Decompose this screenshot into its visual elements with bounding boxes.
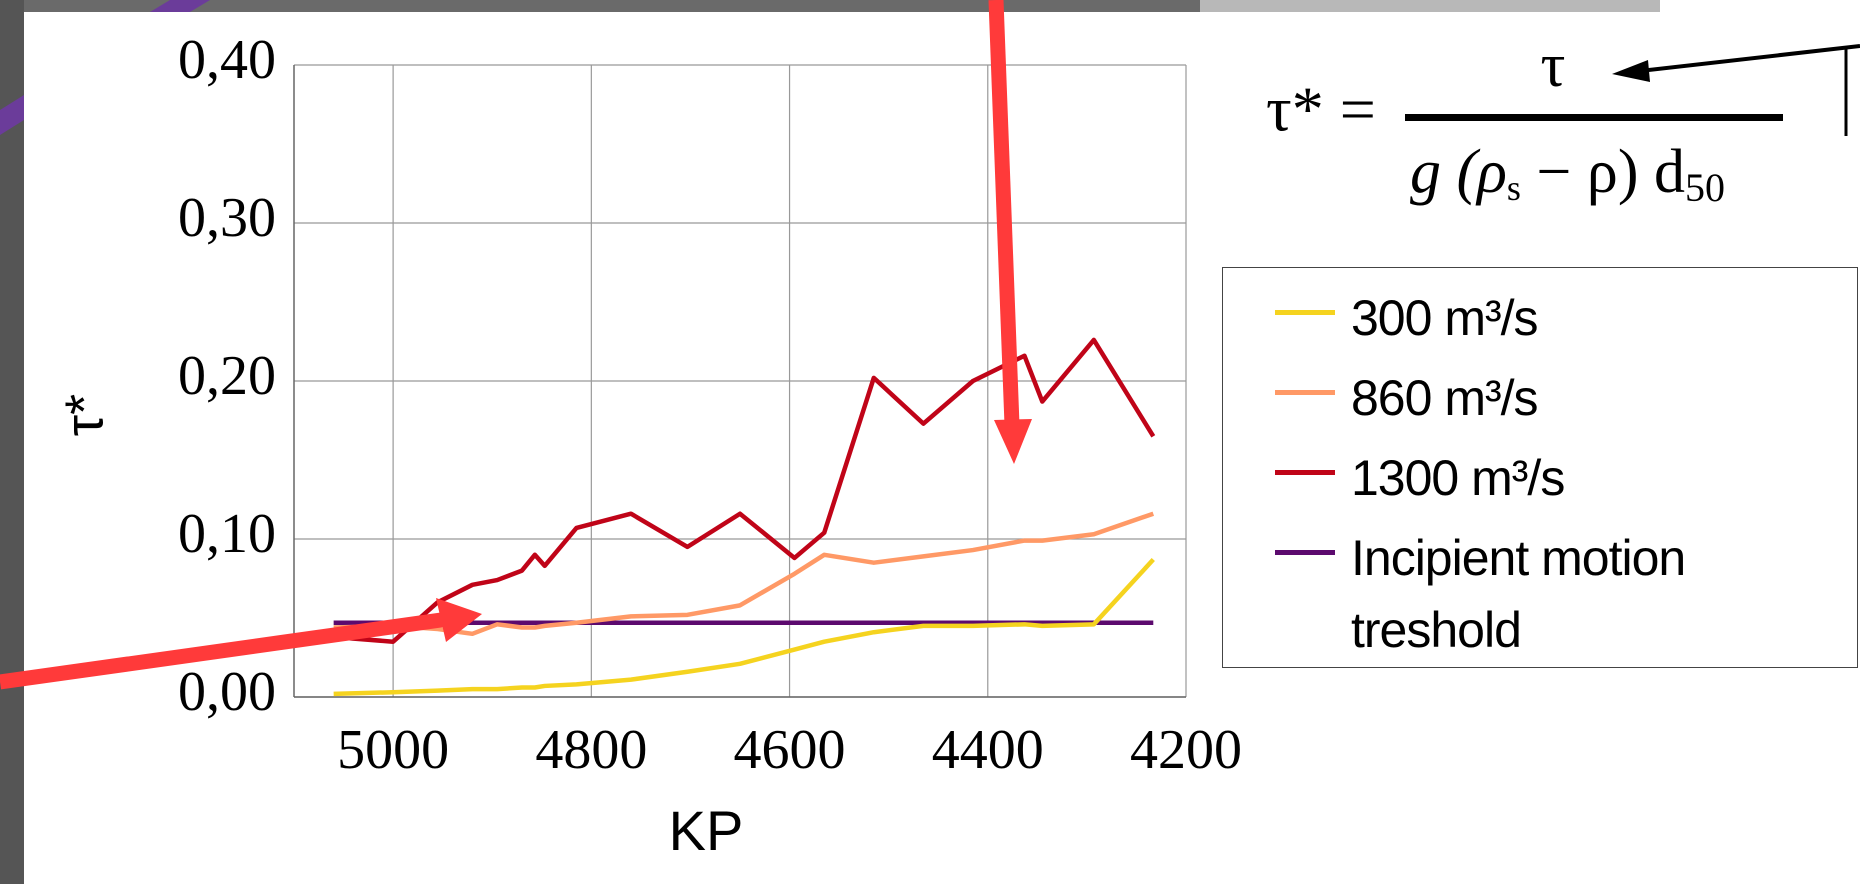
legend-label: Incipient motion treshold <box>1351 530 1686 658</box>
series-line <box>333 558 1155 697</box>
formula-numerator: τ <box>1541 32 1566 100</box>
annotation-arrow <box>1639 44 1860 73</box>
series-line <box>333 337 1156 644</box>
background-photo-top-light <box>1200 0 1660 12</box>
grid <box>294 64 1187 698</box>
legend-label: 300 m³/s <box>1351 290 1539 346</box>
legend: 300 m³/s 860 m³/s 1300 m³/s Incipient motio… <box>1222 267 1858 668</box>
legend-item: 300 m³/s <box>1275 282 1831 354</box>
formula-part: − ρ) d <box>1521 138 1685 206</box>
formula-part: g (ρ <box>1410 138 1507 206</box>
legend-swatch <box>1275 310 1335 315</box>
formula-denominator: g (ρs − ρ) d50 <box>1410 138 1725 210</box>
formula: τ* = τ g (ρs − ρ) d50 <box>1266 32 1783 210</box>
tick-labels: 0,00 0,10 0,20 0,30 0,40 5000 4800 4600 4400 4200 <box>178 29 1242 781</box>
x-tick-label: 4400 <box>932 719 1044 781</box>
annotation-arrow <box>0 611 450 690</box>
y-tick-label: 0,30 <box>178 187 276 249</box>
legend-item: 1300 m³/s <box>1275 442 1831 514</box>
formula-lhs: τ* = <box>1266 74 1376 145</box>
y-tick-label: 0,10 <box>178 503 276 565</box>
background-stripe <box>0 95 24 135</box>
x-tick-label: 4200 <box>1130 719 1242 781</box>
legend-swatch <box>1275 470 1335 475</box>
y-tick-label: 0,40 <box>178 29 276 91</box>
background-photo-left <box>0 0 24 884</box>
x-axis-title: KP <box>669 799 744 862</box>
legend-label: 1300 m³/s <box>1351 450 1565 506</box>
legend-item: 860 m³/s <box>1275 362 1831 434</box>
legend-swatch <box>1275 390 1335 395</box>
background-stripe <box>150 0 210 12</box>
legend-swatch <box>1275 550 1335 555</box>
x-tick-label: 4800 <box>535 719 647 781</box>
fraction-bar <box>1405 114 1783 121</box>
y-tick-label: 0,20 <box>178 345 276 407</box>
y-tick-label: 0,00 <box>178 661 276 723</box>
x-tick-label: 5000 <box>337 719 449 781</box>
series-lines <box>333 337 1156 697</box>
series-line <box>333 511 1155 637</box>
legend-item: Incipient motion treshold <box>1275 522 1831 666</box>
arrow-head <box>994 419 1032 464</box>
arrow-head <box>436 598 482 642</box>
formula-part: s <box>1507 168 1521 208</box>
annotation-arrow <box>988 0 1020 426</box>
arrow-head <box>1612 60 1650 82</box>
formula-part: 50 <box>1685 165 1725 210</box>
legend-label: 860 m³/s <box>1351 370 1539 426</box>
y-axis-title: τ* <box>54 394 114 436</box>
x-tick-label: 4600 <box>734 719 846 781</box>
